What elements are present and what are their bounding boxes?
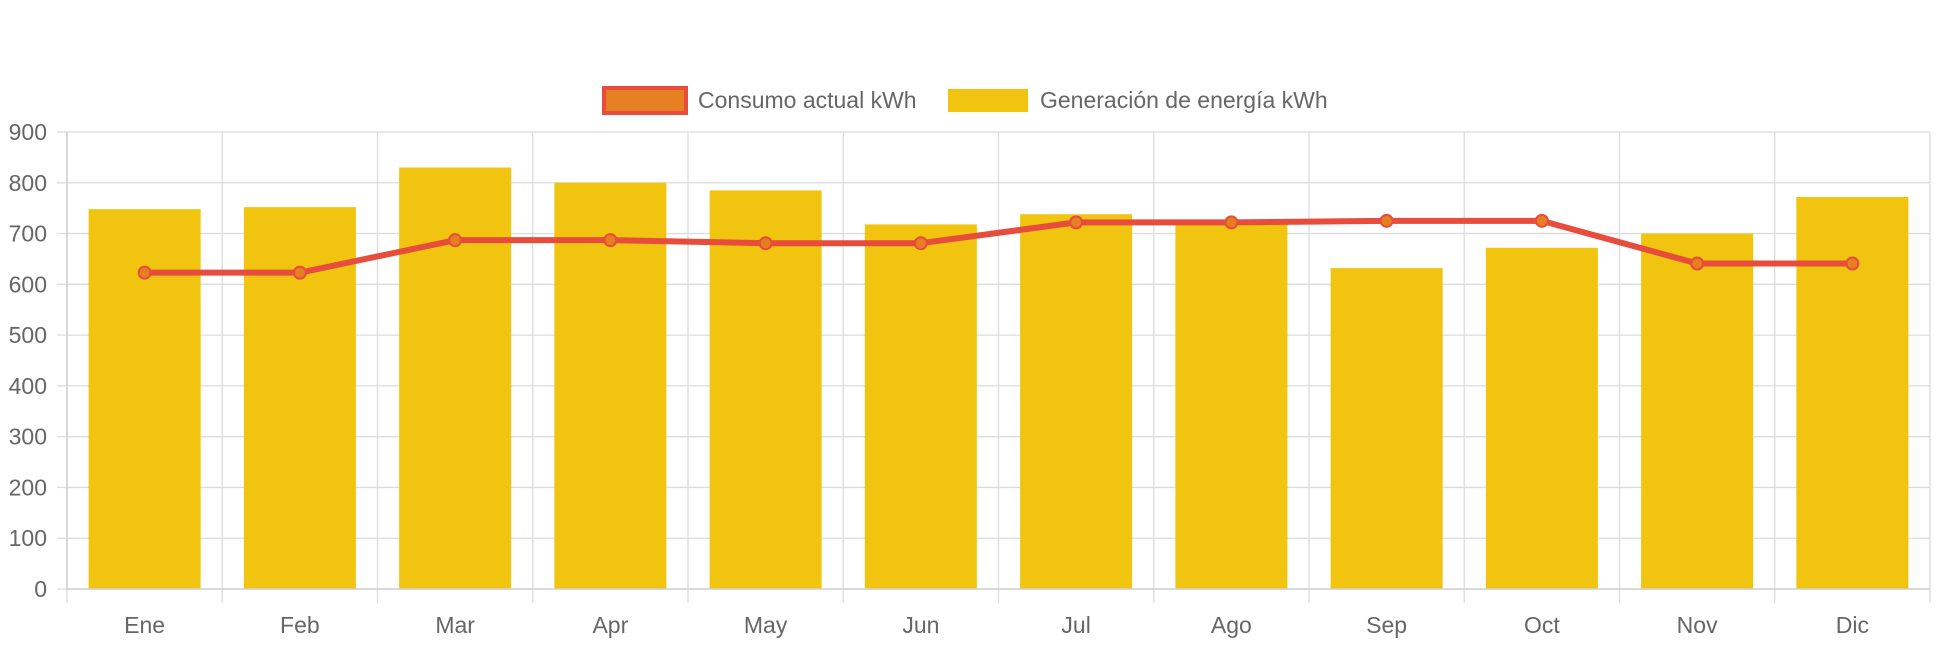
bar-generacion (1641, 233, 1754, 590)
x-tick-label: Jun (902, 612, 939, 638)
legend-label-generacion: Generación de energía kWh (1040, 87, 1328, 113)
point-consumo (758, 236, 773, 251)
point-consumo (603, 233, 618, 248)
x-tick-label: Oct (1524, 612, 1560, 638)
legend-item-generacion[interactable]: Generación de energía kWh (948, 87, 1328, 113)
y-tick-label: 900 (9, 119, 47, 145)
y-tick-label: 500 (9, 322, 47, 348)
x-tick-label: Ene (124, 612, 165, 638)
y-tick-label: 700 (9, 221, 47, 247)
axis-layer: 0 100 200 300 400 500 600 700 800 900 Ene Feb Mar Apr… (9, 119, 1930, 638)
x-tick-label: Nov (1677, 612, 1718, 638)
bar-generacion (709, 190, 822, 589)
point-consumo (448, 233, 463, 248)
bar-generacion (1796, 196, 1909, 590)
legend-item-consumo[interactable]: Consumo actual kWh (602, 86, 917, 115)
y-tick-label: 0 (34, 576, 47, 602)
x-tick-label: Sep (1366, 612, 1407, 638)
bar-generacion (1175, 222, 1288, 589)
x-tick-label: Dic (1836, 612, 1869, 638)
y-tick-label: 100 (9, 525, 47, 551)
line-consumo (141, 217, 1856, 276)
point-consumo (1224, 215, 1239, 230)
legend: Consumo actual kWh Generación de energía… (602, 86, 1328, 115)
point-consumo (137, 265, 152, 280)
x-tick-label: May (744, 612, 788, 638)
point-consumo (1845, 256, 1860, 271)
y-tick-label: 600 (9, 271, 47, 297)
line-layer (137, 213, 1860, 280)
grid-layer (57, 131, 1931, 603)
legend-swatch-generacion (948, 89, 1028, 112)
x-tick-label: Ago (1211, 612, 1252, 638)
point-consumo (1534, 213, 1549, 228)
point-consumo (1690, 256, 1705, 271)
legend-label-consumo: Consumo actual kWh (698, 87, 917, 113)
x-tick-label: Feb (280, 612, 320, 638)
x-tick-label: Apr (592, 612, 628, 638)
point-consumo (1069, 215, 1084, 230)
y-tick-label: 400 (9, 373, 47, 399)
legend-swatch-consumo (602, 86, 688, 115)
x-tick-label: Mar (435, 612, 475, 638)
point-consumo (1379, 213, 1394, 228)
bar-generacion (1330, 268, 1443, 589)
bar-generacion (399, 167, 512, 590)
x-tick-label: Jul (1061, 612, 1090, 638)
point-consumo (913, 236, 928, 251)
point-consumo (292, 265, 307, 280)
bar-generacion (1485, 247, 1598, 590)
y-tick-label: 800 (9, 170, 47, 196)
y-tick-label: 300 (9, 424, 47, 450)
y-tick-label: 200 (9, 474, 47, 500)
bar-generacion (554, 182, 667, 589)
bars-layer (88, 167, 1909, 590)
bar-generacion (864, 224, 977, 589)
bar-generacion (1020, 214, 1133, 589)
